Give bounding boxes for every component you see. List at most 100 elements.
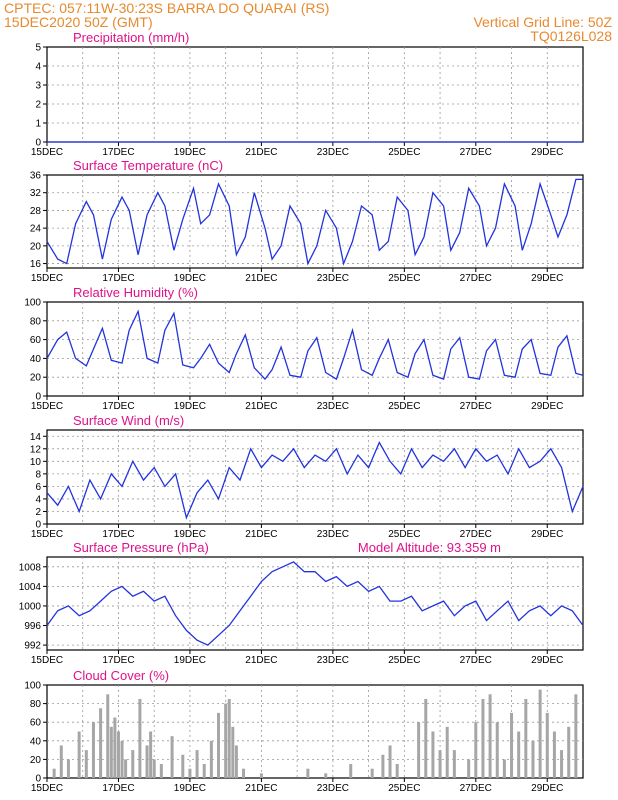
humidity-panel: 0 20 40 60 80 100 15DEC 17DEC 19DEC 21DEC 23DEC 25D… <box>24 285 584 412</box>
cloud-bar <box>217 712 221 778</box>
temp-ytick-label: 24 <box>30 224 42 235</box>
header-grid-line: Vertical Grid Line: 50Z <box>473 14 612 30</box>
cloud-bar <box>524 698 528 778</box>
rh-xtick-label: 23DEC <box>317 401 349 412</box>
pressure-annotation: Model Altitude: 93.359 m <box>358 540 501 555</box>
precip-xtick-label: 29DEC <box>531 147 563 158</box>
cloud-ytick-label: 40 <box>30 736 42 747</box>
cloud-bar <box>538 689 542 778</box>
temp-xtick-label: 27DEC <box>460 273 492 284</box>
temp-xtick-label: 25DEC <box>388 273 420 284</box>
cloud-bar <box>381 754 385 778</box>
cloud-bar <box>574 694 578 778</box>
temperature-panel: 16 20 24 28 32 36 15DEC 17DEC 19DEC 21DEC 23DEC 25D… <box>30 158 584 284</box>
pressure-xtick-label: 21DEC <box>245 655 277 666</box>
pressure-series-line <box>46 561 584 646</box>
header-model: TQ0126L028 <box>530 28 612 44</box>
precip-ytick-label: 0 <box>35 138 41 149</box>
cloud-bar <box>467 759 471 778</box>
wind-ytick-label: 12 <box>30 444 42 455</box>
precip-ytick-label: 4 <box>35 62 41 73</box>
pressure-ytick-label: 996 <box>24 621 41 632</box>
pressure-xtick-label: 15DEC <box>31 655 63 666</box>
temp-ytick-label: 36 <box>30 171 42 182</box>
rh-series-line <box>46 309 584 381</box>
cloud-bar <box>209 740 213 778</box>
cloud-bar <box>234 745 238 778</box>
rh-xtick-label: 21DEC <box>245 401 277 412</box>
cloud-bar <box>170 736 174 778</box>
wind-frame <box>46 429 584 525</box>
wind-xtick-label: 27DEC <box>460 529 492 540</box>
cloud-bar <box>99 708 103 778</box>
wind-ytick-label: 0 <box>35 520 41 531</box>
temp-xtick-label: 21DEC <box>245 273 277 284</box>
cloud-bar <box>145 745 149 778</box>
cloud-bar <box>424 698 428 778</box>
wind-xtick-label: 19DEC <box>174 529 206 540</box>
rh-ytick-label: 0 <box>35 392 41 403</box>
pressure-xtick-label: 27DEC <box>460 655 492 666</box>
cloud-bar <box>149 731 153 778</box>
pressure-ytick-label: 1000 <box>19 601 42 612</box>
cloud-bar <box>106 694 110 778</box>
rh-xtick-label: 19DEC <box>174 401 206 412</box>
cloud-bar <box>324 773 328 778</box>
cloud-bar <box>195 750 199 778</box>
rh-xtick-label: 15DEC <box>31 401 63 412</box>
cloud-bar <box>488 694 492 778</box>
pressure-frame <box>46 556 584 651</box>
cloud-bar <box>152 759 156 778</box>
wind-ytick-label: 6 <box>35 482 41 493</box>
wind-ytick-label: 4 <box>35 494 41 505</box>
wind-xtick-label: 25DEC <box>388 529 420 540</box>
pressure-xtick-label: 29DEC <box>531 655 563 666</box>
cloud-bar <box>227 698 231 778</box>
rh-xtick-label: 25DEC <box>388 401 420 412</box>
cloud-xtick-label: 27DEC <box>460 783 492 794</box>
rh-xtick-label: 17DEC <box>102 401 134 412</box>
cloud-bar <box>77 731 81 778</box>
rh-title: Relative Humidity (%) <box>73 285 198 300</box>
cloud-ytick-label: 0 <box>35 774 41 785</box>
cloud-xtick-label: 19DEC <box>174 783 206 794</box>
wind-series-line <box>46 441 584 520</box>
cloud-bar <box>109 726 113 778</box>
cloud-bar <box>138 698 142 778</box>
pressure-panel: 992 996 1000 1004 1008 15DEC 17DEC 19DEC 21DEC 23… <box>19 540 584 666</box>
wind-xtick-label: 15DEC <box>31 529 63 540</box>
cloud-bar <box>531 740 535 778</box>
temp-xtick-label: 19DEC <box>174 273 206 284</box>
precip-ytick-label: 3 <box>35 81 41 92</box>
cloud-bar <box>445 726 449 778</box>
rh-xtick-label: 27DEC <box>460 401 492 412</box>
cloud-bar <box>59 745 63 778</box>
cloud-bar <box>560 750 564 778</box>
precip-xtick-label: 21DEC <box>245 147 277 158</box>
rh-xtick-label: 29DEC <box>531 401 563 412</box>
wind-xtick-label: 21DEC <box>245 529 277 540</box>
wind-ytick-label: 14 <box>30 432 42 443</box>
wind-ytick-label: 2 <box>35 507 41 518</box>
wind-xtick-label: 29DEC <box>531 529 563 540</box>
cloud-bar <box>188 768 192 778</box>
header-date: 15DEC2020 50Z (GMT) <box>4 14 153 30</box>
cloud-bar <box>116 731 120 778</box>
cloud-bar <box>84 750 88 778</box>
cloud-bar <box>242 768 246 778</box>
pressure-title: Surface Pressure (hPa) <box>73 540 209 555</box>
temp-ytick-label: 32 <box>30 188 42 199</box>
cloud-ytick-label: 80 <box>30 699 42 710</box>
cloud-bar <box>510 712 514 778</box>
rh-ytick-label: 40 <box>30 354 42 365</box>
temp-frame <box>46 174 584 269</box>
cloud-bar <box>231 726 235 778</box>
wind-ytick-label: 10 <box>30 457 42 468</box>
cloud-bar <box>545 712 549 778</box>
precip-frame <box>46 46 584 143</box>
temp-series-line <box>46 178 583 266</box>
precip-title: Precipitation (mm/h) <box>73 30 189 45</box>
cloud-xtick-label: 29DEC <box>531 783 563 794</box>
cloud-bar <box>438 750 442 778</box>
